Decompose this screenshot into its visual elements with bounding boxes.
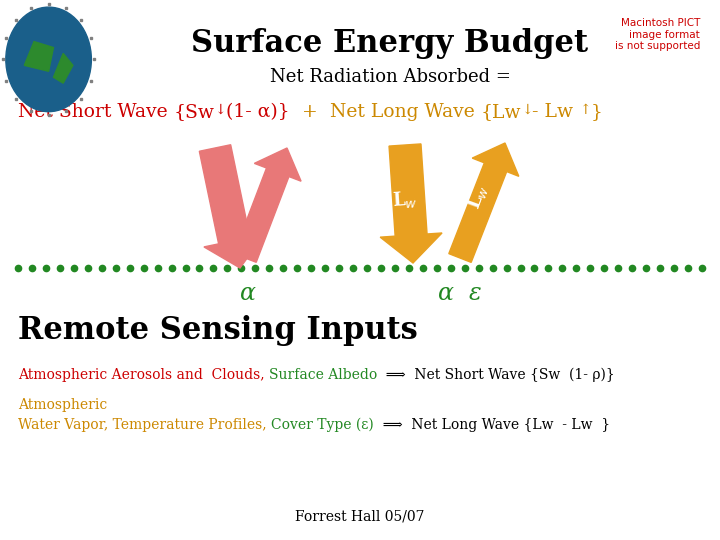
Text: Atmospheric: Atmospheric [18, 398, 107, 412]
Text: α: α [240, 282, 256, 305]
Text: Macintosh PICT
image format
is not supported: Macintosh PICT image format is not suppo… [615, 18, 700, 51]
Text: Net Long Wave: Net Long Wave [330, 103, 480, 121]
Circle shape [6, 7, 91, 112]
Text: L$_w$: L$_w$ [392, 188, 418, 211]
FancyArrow shape [234, 148, 301, 262]
Text: ↓: ↓ [521, 103, 532, 117]
Text: Surface Albedo: Surface Albedo [269, 368, 377, 382]
Text: Forrest Hall 05/07: Forrest Hall 05/07 [295, 510, 425, 524]
Text: Net Radiation Absorbed =: Net Radiation Absorbed = [269, 68, 510, 86]
Text: ↑: ↑ [580, 103, 591, 117]
Text: Cover Type (ε): Cover Type (ε) [271, 418, 374, 433]
Text: Net Short Wave: Net Short Wave [18, 103, 174, 121]
Polygon shape [53, 53, 73, 83]
Text: Atmospheric Aerosols and  Clouds,: Atmospheric Aerosols and Clouds, [18, 368, 269, 382]
Text: {Sw: {Sw [174, 103, 215, 121]
Text: Water Vapor, Temperature Profiles,: Water Vapor, Temperature Profiles, [18, 418, 271, 432]
Text: - Lw: - Lw [532, 103, 580, 121]
Text: {Lw: {Lw [480, 103, 521, 121]
Text: Remote Sensing Inputs: Remote Sensing Inputs [18, 315, 418, 346]
Text: Surface Energy Budget: Surface Energy Budget [192, 28, 588, 59]
Text: (1- α)}: (1- α)} [226, 103, 289, 121]
Text: }: } [591, 103, 603, 121]
FancyArrow shape [380, 144, 442, 263]
Text: ⟹  Net Short Wave {Sw  (1- ρ)}: ⟹ Net Short Wave {Sw (1- ρ)} [377, 368, 615, 382]
Polygon shape [24, 42, 53, 71]
Text: ↓: ↓ [215, 103, 226, 117]
Text: +: + [289, 103, 330, 121]
Text: L$_w$: L$_w$ [463, 181, 491, 212]
FancyArrow shape [199, 145, 265, 268]
Text: S$_w$: S$_w$ [182, 185, 208, 215]
Text: α  ε: α ε [438, 282, 482, 305]
Text: ⟹  Net Long Wave {Lw  - Lw  }: ⟹ Net Long Wave {Lw - Lw } [374, 418, 610, 432]
FancyArrow shape [449, 143, 519, 262]
